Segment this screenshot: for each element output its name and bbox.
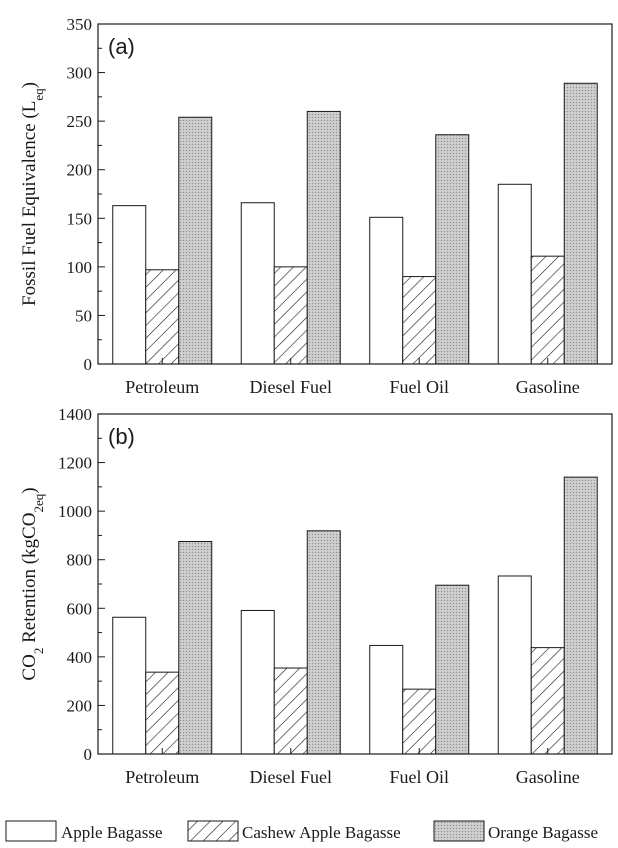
panel-b: 0 200 400 600 800 1000 1200 1400 Petroleum Diesel…: [19, 405, 613, 787]
bar-cashew-apple-bagasse-petroleum: [145, 269, 180, 365]
x-tick-label: Diesel Fuel: [250, 377, 333, 397]
y-tick-label: 1200: [58, 454, 92, 473]
bar-cashew-apple-bagasse-gasoline: [530, 255, 565, 365]
panel-label: (a): [108, 34, 135, 59]
x-tick-label: Fuel Oil: [389, 377, 449, 397]
bar-cashew-apple-bagasse-fuel-oil: [402, 276, 437, 365]
y-tick-label: 1000: [58, 502, 92, 521]
bar-apple-bagasse-petroleum: [112, 205, 147, 365]
plot-frame: [97, 23, 613, 365]
bar-apple-bagasse-diesel-fuel: [240, 609, 275, 755]
bar-apple-bagasse-fuel-oil: [369, 644, 404, 755]
bar-orange-bagasse-petroleum: [178, 541, 213, 755]
x-tick-label: Gasoline: [516, 767, 580, 787]
y-axis-title-subscript: 2: [31, 648, 46, 655]
x-tick-label: Petroleum: [125, 767, 199, 787]
y-tick-label: 200: [67, 696, 93, 715]
legend-swatch-apple-bagasse: [5, 820, 57, 842]
legend-label-apple-bagasse: Apple Bagasse: [61, 823, 163, 842]
x-tick-label: Fuel Oil: [389, 767, 449, 787]
y-axis-title-part: ): [19, 487, 40, 493]
legend-label-orange-bagasse: Orange Bagasse: [488, 823, 598, 842]
y-axis-title-part: CO: [19, 654, 40, 680]
bar-cashew-apple-bagasse-diesel-fuel: [273, 266, 308, 365]
y-tick-label: 600: [67, 599, 93, 618]
y-axis-title-part: Retention (kgCO: [19, 513, 40, 648]
legend-swatch-orange-bagasse: [433, 820, 485, 842]
bar-apple-bagasse-gasoline: [497, 183, 532, 365]
y-tick-label: 300: [67, 64, 93, 83]
bar-cashew-apple-bagasse-gasoline: [530, 647, 565, 755]
legend-swatch-cashew-apple-bagasse: [187, 820, 239, 842]
y-tick-label: 50: [75, 306, 92, 325]
bar-orange-bagasse-diesel-fuel: [306, 530, 341, 755]
legend-label-cashew-apple-bagasse: Cashew Apple Bagasse: [242, 823, 401, 842]
y-axis-title-part: Fossil Fuel Equivalence (L: [19, 101, 40, 306]
y-axis-title-part: ): [19, 82, 40, 88]
bar-apple-bagasse-gasoline: [497, 575, 532, 755]
y-tick-label: 150: [67, 209, 93, 228]
y-axis-title: CO2 Retention (kgCO2eq): [19, 487, 46, 680]
bar-orange-bagasse-gasoline: [563, 476, 598, 755]
y-axis-title: Fossil Fuel Equivalence (Leq): [19, 82, 46, 306]
x-tick-label: Diesel Fuel: [250, 767, 333, 787]
y-tick-label: 0: [84, 355, 93, 374]
y-tick-label: 400: [67, 648, 93, 667]
panel-a: 0 50 100 150 200 250 300 350 Petroleum Diesel Fue…: [19, 15, 613, 397]
y-axis-title-subscript: eq: [31, 88, 46, 101]
bar-cashew-apple-bagasse-fuel-oil: [402, 688, 437, 755]
y-tick-label: 100: [67, 258, 93, 277]
y-tick-label: 1400: [58, 405, 92, 424]
bar-cashew-apple-bagasse-petroleum: [145, 671, 180, 755]
y-tick-label: 800: [67, 551, 93, 570]
y-tick-label: 350: [67, 15, 93, 34]
x-tick-label: Petroleum: [125, 377, 199, 397]
y-tick-label: 200: [67, 161, 93, 180]
y-tick-label: 0: [84, 745, 93, 764]
y-tick-label: 250: [67, 112, 93, 131]
legend: Apple Bagasse Cashew Apple Bagasse Orange …: [5, 820, 598, 842]
bar-orange-bagasse-fuel-oil: [435, 584, 470, 755]
bar-apple-bagasse-fuel-oil: [369, 216, 404, 365]
x-tick-label: Gasoline: [516, 377, 580, 397]
plot-frame: [97, 413, 613, 755]
panel-label: (b): [108, 424, 135, 449]
bar-orange-bagasse-fuel-oil: [435, 134, 470, 365]
bar-cashew-apple-bagasse-diesel-fuel: [273, 667, 308, 755]
bar-apple-bagasse-diesel-fuel: [240, 202, 275, 365]
bar-orange-bagasse-gasoline: [563, 82, 598, 365]
bar-apple-bagasse-petroleum: [112, 616, 147, 755]
y-axis-title-subscript: 2eq: [31, 493, 46, 512]
bar-orange-bagasse-petroleum: [178, 116, 213, 365]
bar-orange-bagasse-diesel-fuel: [306, 110, 341, 365]
